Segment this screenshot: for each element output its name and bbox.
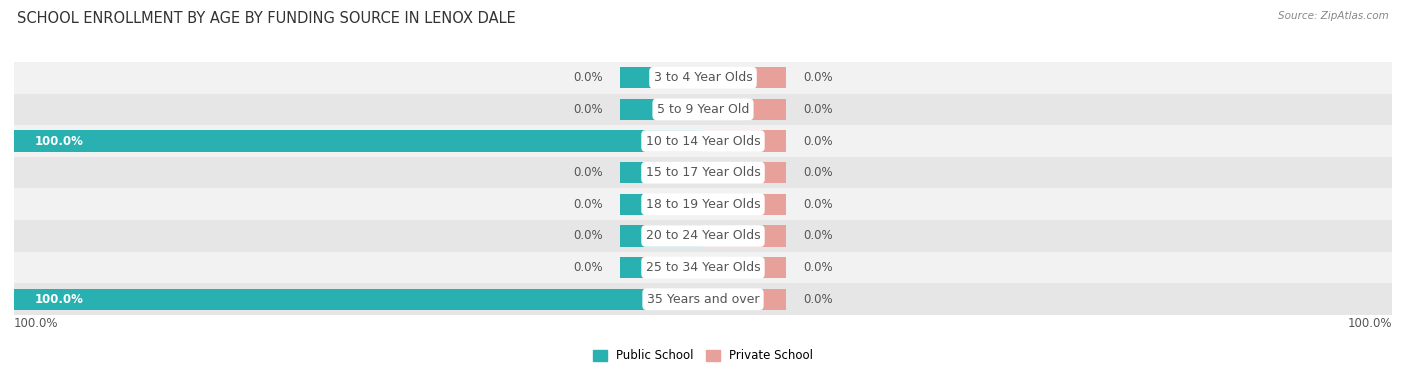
Bar [620, 257, 703, 278]
Bar [620, 193, 703, 215]
Text: 0.0%: 0.0% [574, 261, 603, 274]
Text: 100.0%: 100.0% [35, 135, 83, 147]
Text: 0.0%: 0.0% [803, 198, 832, 211]
Bar [703, 288, 786, 310]
Bar [620, 99, 703, 120]
Text: 0.0%: 0.0% [803, 103, 832, 116]
Text: 0.0%: 0.0% [803, 166, 832, 179]
Text: SCHOOL ENROLLMENT BY AGE BY FUNDING SOURCE IN LENOX DALE: SCHOOL ENROLLMENT BY AGE BY FUNDING SOUR… [17, 11, 516, 26]
Bar [14, 252, 1392, 284]
Bar [14, 130, 703, 152]
Text: 0.0%: 0.0% [803, 230, 832, 242]
Text: 0.0%: 0.0% [574, 198, 603, 211]
Bar [703, 257, 786, 278]
Bar [703, 99, 786, 120]
Bar [703, 162, 786, 184]
Text: 15 to 17 Year Olds: 15 to 17 Year Olds [645, 166, 761, 179]
Bar [620, 162, 703, 184]
Text: 3 to 4 Year Olds: 3 to 4 Year Olds [654, 71, 752, 84]
Bar [703, 225, 786, 247]
Bar [620, 67, 703, 89]
Bar [620, 130, 703, 152]
Text: 25 to 34 Year Olds: 25 to 34 Year Olds [645, 261, 761, 274]
Text: 0.0%: 0.0% [574, 103, 603, 116]
Text: 0.0%: 0.0% [803, 293, 832, 306]
Text: 0.0%: 0.0% [574, 166, 603, 179]
Bar [14, 220, 1392, 252]
Bar [620, 288, 703, 310]
Bar [703, 67, 786, 89]
Text: 0.0%: 0.0% [803, 135, 832, 147]
Bar [703, 130, 786, 152]
Bar [14, 62, 1392, 93]
Legend: Public School, Private School: Public School, Private School [588, 345, 818, 367]
Bar [703, 193, 786, 215]
Bar [14, 93, 1392, 125]
Text: 100.0%: 100.0% [14, 317, 59, 329]
Text: 100.0%: 100.0% [1347, 317, 1392, 329]
Bar [14, 188, 1392, 220]
Bar [14, 288, 703, 310]
Text: Source: ZipAtlas.com: Source: ZipAtlas.com [1278, 11, 1389, 21]
Bar [14, 157, 1392, 188]
Text: 18 to 19 Year Olds: 18 to 19 Year Olds [645, 198, 761, 211]
Text: 10 to 14 Year Olds: 10 to 14 Year Olds [645, 135, 761, 147]
Text: 0.0%: 0.0% [574, 230, 603, 242]
Bar [14, 284, 1392, 315]
Text: 5 to 9 Year Old: 5 to 9 Year Old [657, 103, 749, 116]
Text: 35 Years and over: 35 Years and over [647, 293, 759, 306]
Text: 20 to 24 Year Olds: 20 to 24 Year Olds [645, 230, 761, 242]
Text: 100.0%: 100.0% [35, 293, 83, 306]
Text: 0.0%: 0.0% [803, 71, 832, 84]
Text: 0.0%: 0.0% [574, 71, 603, 84]
Bar [620, 225, 703, 247]
Bar [14, 125, 1392, 157]
Text: 0.0%: 0.0% [803, 261, 832, 274]
